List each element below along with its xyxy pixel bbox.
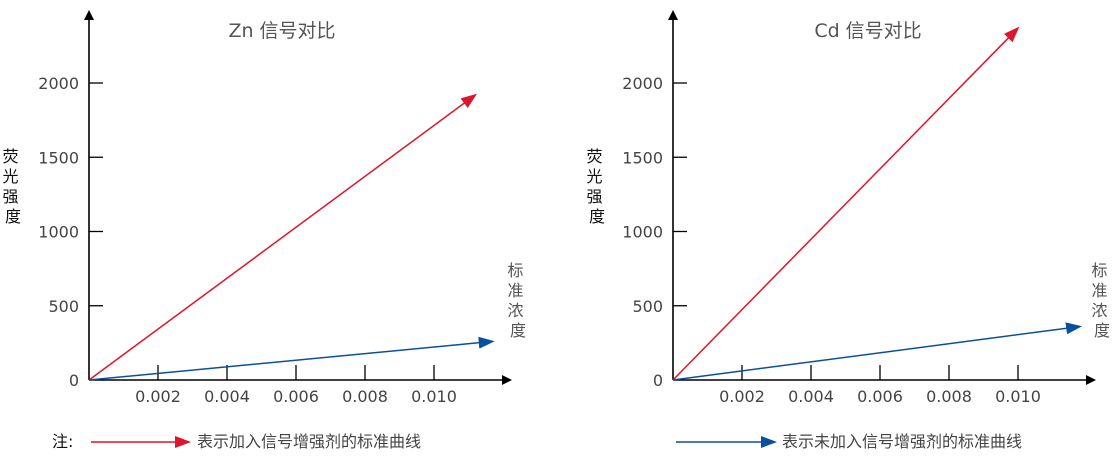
y-axis-label-char: 强	[586, 187, 602, 206]
y-tick-label: 500	[632, 297, 663, 316]
y-tick-label: 0	[653, 371, 663, 390]
y-axis-label-char: 荧	[586, 147, 602, 166]
x-ticks: 0.002 0.004 0.006 0.008 0.010	[719, 365, 1041, 406]
x-tick-label: 0.008	[926, 387, 972, 406]
x-axis-label-char: 标	[507, 261, 523, 280]
series-line-red	[672, 26, 1020, 381]
x-axis-label-char: 准	[1091, 281, 1107, 300]
chart-panel-zn: Zn 信号对比 荧 光 强 度 标 准 浓 度 0 500 1000 1500 2000…	[2, 10, 528, 406]
x-tick-label: 0.006	[857, 387, 903, 406]
x-tick-label: 0.006	[273, 387, 319, 406]
y-tick-label: 1000	[622, 223, 663, 242]
y-tick-label: 500	[48, 297, 79, 316]
x-tick-label: 0.002	[135, 387, 181, 406]
y-tick-label: 1500	[622, 148, 663, 167]
x-axis-label-char: 度	[1094, 321, 1110, 340]
x-axis-label-char: 标	[1091, 261, 1107, 280]
x-tick-label: 0.002	[719, 387, 765, 406]
chart-title: Cd 信号对比	[814, 20, 921, 42]
series-group	[672, 26, 1083, 381]
y-axis-label-char: 光	[586, 167, 602, 186]
series-line-blue	[88, 336, 495, 381]
y-tick-label: 1000	[38, 223, 79, 242]
x-axis-label: 标 准 浓 度	[1091, 261, 1112, 340]
x-tick-label: 0.008	[342, 387, 388, 406]
x-tick-label: 0.010	[411, 387, 457, 406]
y-ticks: 0 500 1000 1500 2000	[622, 74, 687, 390]
y-ticks: 0 500 1000 1500 2000	[38, 74, 103, 390]
y-tick-label: 2000	[622, 74, 663, 93]
y-axis-label: 荧 光 强 度	[2, 147, 23, 226]
y-axis-label-char: 度	[589, 207, 605, 226]
legend: 注: 表示加入信号增强剂的标准曲线 表示未加入信号增强剂的标准曲线	[52, 432, 1022, 451]
x-axis-label-char: 浓	[1091, 301, 1107, 320]
legend-item-label: 表示未加入信号增强剂的标准曲线	[782, 432, 1022, 451]
series-line-red	[88, 93, 478, 381]
legend-prefix: 注:	[52, 432, 73, 451]
x-axis-label-char: 准	[507, 281, 523, 300]
y-axis-label-char: 荧	[2, 147, 18, 166]
chart-panel-cd: Cd 信号对比 荧 光 强 度 标 准 浓 度 0 500 1000 1500 2000…	[586, 10, 1112, 406]
chart-title: Zn 信号对比	[228, 20, 335, 42]
y-axis-label: 荧 光 强 度	[586, 147, 607, 226]
y-axis-label-char: 度	[5, 207, 21, 226]
legend-item-label: 表示加入信号增强剂的标准曲线	[197, 432, 421, 451]
y-tick-label: 2000	[38, 74, 79, 93]
x-ticks: 0.002 0.004 0.006 0.008 0.010	[135, 365, 457, 406]
x-axis-label: 标 准 浓 度	[507, 261, 528, 340]
x-tick-label: 0.010	[995, 387, 1041, 406]
y-axis-label-char: 强	[2, 187, 18, 206]
x-tick-label: 0.004	[788, 387, 834, 406]
x-axis-label-char: 度	[510, 321, 526, 340]
y-tick-label: 0	[69, 371, 79, 390]
y-tick-label: 1500	[38, 148, 79, 167]
x-axis-label-char: 浓	[507, 301, 523, 320]
series-group	[88, 93, 495, 381]
y-axis-label-char: 光	[2, 167, 18, 186]
series-line-blue	[672, 322, 1083, 381]
x-tick-label: 0.004	[204, 387, 250, 406]
